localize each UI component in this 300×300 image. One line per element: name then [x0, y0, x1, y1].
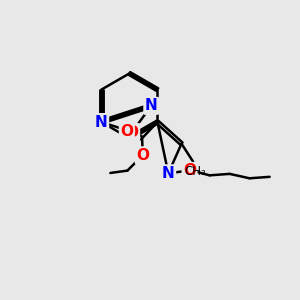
Text: O: O	[183, 164, 196, 178]
Text: O: O	[136, 148, 149, 163]
Text: O: O	[126, 124, 139, 140]
Text: O: O	[120, 124, 133, 139]
Text: N: N	[145, 98, 158, 113]
Text: N: N	[162, 166, 175, 181]
Text: N: N	[95, 115, 108, 130]
Text: CH₃: CH₃	[184, 166, 206, 178]
